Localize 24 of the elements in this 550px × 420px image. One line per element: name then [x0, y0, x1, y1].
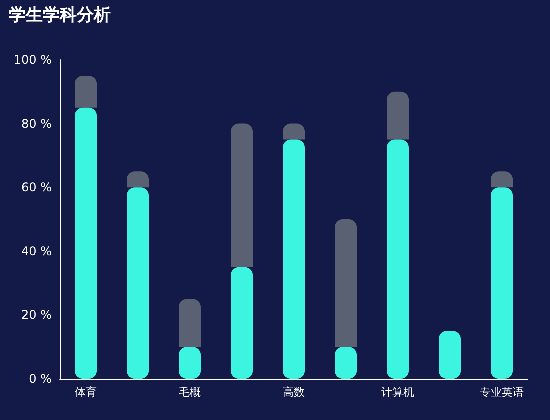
bar: [439, 331, 461, 379]
bar: [179, 299, 201, 348]
y-tick-label: 20 %: [22, 308, 52, 322]
bar: [491, 188, 513, 379]
bar: [387, 92, 409, 140]
bar: [283, 140, 305, 379]
chart-title: 学生学科分析: [9, 6, 111, 26]
x-tick-label: 体育: [75, 386, 97, 399]
y-tick-label: 100 %: [14, 53, 52, 67]
y-tick-label: 80 %: [22, 116, 52, 131]
bar: [75, 108, 97, 379]
bar: [231, 124, 253, 268]
y-tick-label: 60 %: [22, 180, 52, 195]
x-tick-label: 毛概: [179, 386, 201, 399]
x-tick-label: 高数: [283, 386, 305, 399]
x-tick-label: 计算机: [382, 386, 414, 399]
bar: [387, 140, 409, 379]
bar: [127, 188, 149, 379]
bar: [231, 267, 253, 379]
x-tick-label: 专业英语: [480, 386, 524, 399]
bar: [335, 220, 357, 348]
y-tick-label: 40 %: [22, 244, 52, 258]
y-tick-label: 0 %: [29, 372, 52, 386]
bar: [75, 76, 97, 108]
